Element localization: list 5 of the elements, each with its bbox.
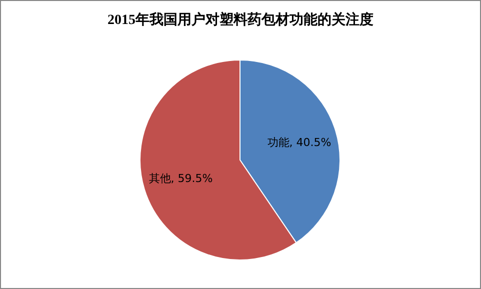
data-label: , 40.5% bbox=[289, 136, 332, 149]
slice-label: 其他 bbox=[148, 172, 171, 186]
data-label: , 59.5% bbox=[170, 172, 213, 186]
chart-title: 2015年我国用户对塑料药包材功能的关注度 bbox=[108, 11, 374, 28]
slice-label: 功能 bbox=[267, 136, 290, 149]
